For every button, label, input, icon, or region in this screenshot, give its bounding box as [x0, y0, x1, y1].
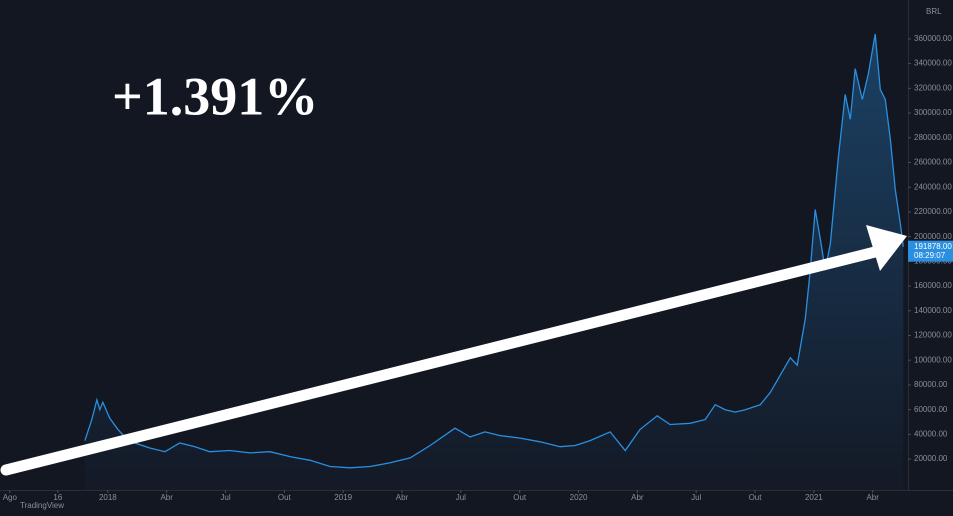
- countdown-label: 08:29:07: [914, 251, 946, 260]
- y-tick-label: 280000.00: [914, 133, 952, 142]
- x-tick-label: Out: [749, 493, 763, 502]
- y-tick-label: 260000.00: [914, 158, 952, 167]
- y-tick-label: 120000.00: [914, 331, 952, 340]
- y-tick-label: 320000.00: [914, 83, 952, 92]
- x-tick-label: 16: [53, 493, 62, 502]
- y-tick-label: 220000.00: [914, 207, 952, 216]
- x-tick-label: Abr: [631, 493, 644, 502]
- y-tick-label: 340000.00: [914, 59, 952, 68]
- y-tick-label: 80000.00: [914, 380, 948, 389]
- y-tick-label: 300000.00: [914, 108, 952, 117]
- y-tick-label: 140000.00: [914, 306, 952, 315]
- y-tick-label: 100000.00: [914, 355, 952, 364]
- x-tick-label: 2021: [805, 493, 823, 502]
- x-tick-label: Ago: [3, 493, 18, 502]
- x-tick-label: 2019: [334, 493, 352, 502]
- y-tick-label: 40000.00: [914, 429, 948, 438]
- watermark: TradingView: [20, 501, 64, 510]
- price-tag: [908, 240, 953, 262]
- arrow-shaft: [0, 246, 881, 476]
- y-tick-label: 240000.00: [914, 182, 952, 191]
- x-tick-label: 2020: [570, 493, 588, 502]
- x-tick-label: Jul: [456, 493, 466, 502]
- y-tick-label: 60000.00: [914, 405, 948, 414]
- price-line: [84, 33, 904, 469]
- plot-area: [84, 33, 904, 490]
- price-tag-label: 191878.00: [914, 242, 952, 251]
- x-tick-label: Out: [513, 493, 527, 502]
- area-fill: [84, 34, 904, 490]
- x-tick-label: Jul: [691, 493, 701, 502]
- y-tick-label: 160000.00: [914, 281, 952, 290]
- y-tick-label: 360000.00: [914, 34, 952, 43]
- x-tick-label: Abr: [396, 493, 409, 502]
- x-tick-label: Jul: [220, 493, 230, 502]
- currency-label: BRL: [926, 7, 942, 16]
- x-tick-label: Abr: [866, 493, 879, 502]
- arrow: [0, 225, 907, 476]
- x-tick-label: 2018: [99, 493, 117, 502]
- x-tick-label: Abr: [160, 493, 173, 502]
- arrow-head: [866, 225, 907, 271]
- annotation: +1.391%: [112, 66, 318, 126]
- y-tick-label: 20000.00: [914, 454, 948, 463]
- x-tick-label: Out: [278, 493, 292, 502]
- y-tick-label: 200000.00: [914, 232, 952, 241]
